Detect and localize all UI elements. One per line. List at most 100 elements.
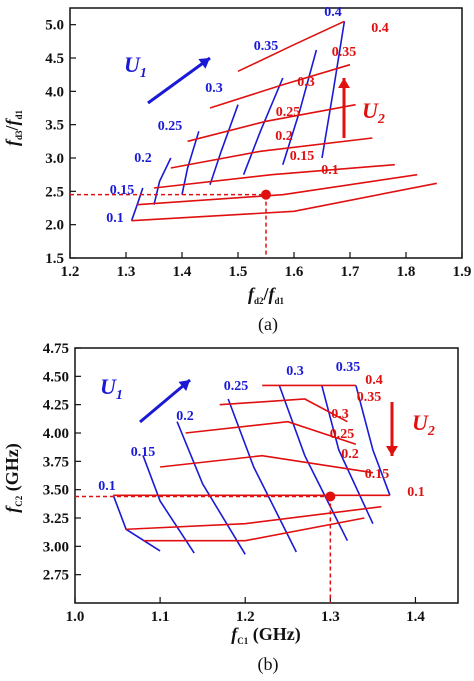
x-tick-label: 1.4 [173, 264, 192, 280]
red-mesh-line [131, 182, 437, 222]
y-axis-label-part: f [2, 138, 22, 146]
arrow-head [178, 380, 190, 392]
y-axis-label-part: f [2, 117, 22, 125]
x-tick-label: 1.9 [453, 264, 472, 280]
red-curve-label: 0.1 [407, 485, 425, 500]
blue-mesh-line [282, 49, 318, 165]
red-mesh-line [187, 103, 356, 143]
blue-mesh-line [355, 385, 391, 496]
y-tick-label: 4.00 [43, 426, 69, 442]
red-mesh-line [126, 505, 382, 531]
arrow-label-sub: 2 [427, 424, 435, 439]
red-curve-label: 0.25 [330, 427, 355, 442]
blue-mesh-line [153, 157, 172, 205]
x-tick-label: 1.2 [61, 264, 80, 280]
x-axis-label-part: (GHz) [248, 624, 300, 645]
arrow-label: U1 [124, 52, 147, 81]
red-mesh-line [143, 517, 365, 542]
operating-point-marker [261, 189, 271, 200]
red-curve-label: 0.35 [357, 390, 382, 405]
red-mesh-line [160, 454, 374, 474]
y-axis-label-part: d3 [14, 130, 24, 140]
operating-point-marker [325, 491, 336, 502]
blue-mesh-line [181, 131, 200, 195]
arrow-label-sub: 2 [377, 112, 385, 127]
x-tick-label: 1.1 [151, 609, 170, 625]
red-curve-label: 0.25 [276, 105, 301, 120]
parameter-arrow [139, 378, 191, 424]
red-curve-label: 0.3 [297, 75, 315, 90]
y-axis-label-part: C2 [14, 495, 24, 506]
y-tick-label: 4.75 [43, 341, 69, 357]
x-tick-label: 1.3 [117, 264, 136, 280]
y-tick-label: 5.0 [45, 18, 64, 34]
blue-mesh-line [321, 21, 346, 159]
y-axis-label-part: (GHz) [2, 443, 23, 495]
y-tick-label: 2.75 [43, 568, 69, 584]
red-mesh-line [237, 20, 345, 73]
blue-mesh-line [176, 421, 246, 555]
y-tick-label: 3.00 [43, 539, 69, 555]
panel-caption: (b) [258, 654, 279, 675]
x-tick-label: 1.4 [406, 609, 425, 625]
arrow-label: U2 [362, 98, 385, 127]
arrow-label-sub: 1 [116, 388, 123, 403]
x-tick-label: 1.5 [229, 264, 248, 280]
x-axis-label-part: d1 [275, 296, 285, 306]
arrow-head [386, 446, 398, 456]
red-curve-label: 0.35 [332, 45, 357, 60]
red-curve-label: 0.2 [341, 447, 359, 462]
y-tick-label: 4.0 [45, 84, 64, 100]
y-tick-label: 1.5 [45, 251, 64, 267]
red-curve-label: 0.3 [331, 407, 349, 422]
blue-curve-label: 0.4 [324, 5, 342, 20]
y-axis-label-part: f [2, 505, 22, 513]
blue-curve-label: 0.35 [336, 360, 361, 375]
arrow-label: U2 [412, 410, 435, 439]
panel-a: 1.2 1.3 1.4 1.5 1.6 1.7 1.8 1.9 1.5 2.0 2.5 3.0 3.5 4… [2, 5, 471, 335]
panel-b: 1.0 1.1 1.2 1.3 1.4 2.75 3.00 3.25 3.50 3.75 4.00 4… [2, 341, 459, 675]
red-curve-label: 0.15 [365, 467, 390, 482]
arrow-label-name: U [412, 410, 429, 435]
y-tick-label: 4.25 [43, 398, 69, 414]
x-tick-label: 1.8 [397, 264, 416, 280]
red-curve-label: 0.15 [290, 149, 315, 164]
blue-curve-label: 0.15 [131, 445, 156, 460]
y-tick-label: 3.75 [43, 454, 69, 470]
blue-curve-label: 0.1 [106, 211, 124, 226]
arrow-label-name: U [362, 98, 379, 123]
x-tick-label: 1.6 [285, 264, 304, 280]
red-curve-label: 0.4 [365, 373, 383, 388]
y-tick-label: 3.50 [43, 483, 69, 499]
blue-curve-label: 0.25 [224, 379, 249, 394]
y-axis-label: fC2 (GHz) [2, 443, 24, 512]
blue-curve-label: 0.3 [205, 81, 223, 96]
arrow-label-sub: 1 [140, 66, 147, 81]
blue-curve-label: 0.1 [98, 479, 116, 494]
red-mesh-line [153, 163, 395, 189]
red-mesh-line [185, 420, 357, 446]
arrow-head [338, 78, 350, 88]
y-tick-label: 2.5 [45, 184, 64, 200]
arrow-label: U1 [100, 374, 123, 403]
red-curve-label: 0.2 [275, 129, 293, 144]
x-tick-label: 1.3 [321, 609, 340, 625]
y-axis-label: fd3/fd1 [2, 109, 24, 146]
panel-caption: (a) [258, 314, 278, 335]
blue-mesh-line [242, 77, 284, 175]
blue-mesh-line [112, 495, 161, 552]
x-axis-label-part: d2 [254, 296, 264, 306]
y-tick-label: 3.0 [45, 151, 64, 167]
x-axis-label: fd2/fd1 [248, 284, 285, 306]
arrow-head [198, 58, 210, 69]
y-tick-label: 3.5 [45, 118, 64, 134]
y-tick-label: 3.25 [43, 511, 69, 527]
x-axis-label-part: / [262, 284, 269, 304]
x-axis-label-part: f [231, 624, 239, 644]
blue-curve-label: 0.25 [158, 119, 183, 134]
y-tick-label: 4.5 [45, 51, 64, 67]
blue-mesh-line [142, 455, 195, 554]
x-axis-label-part: f [269, 284, 277, 304]
blue-mesh-line [321, 385, 374, 525]
